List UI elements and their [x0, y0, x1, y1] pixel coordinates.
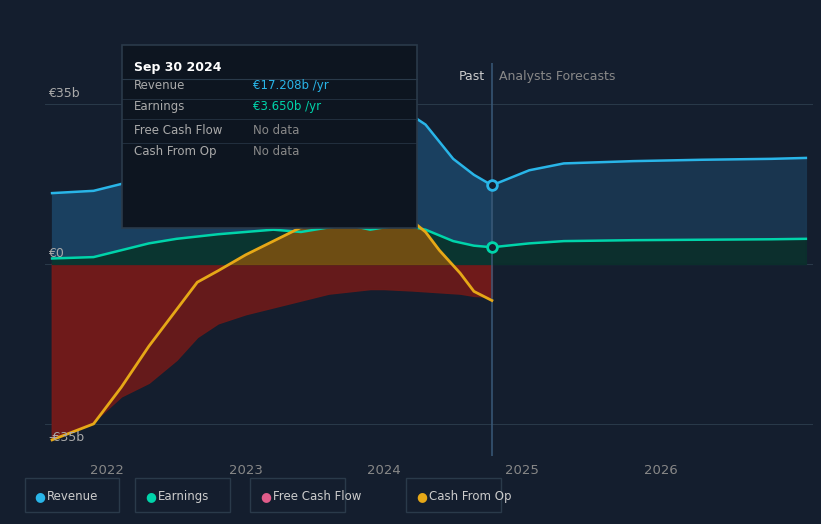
Text: Free Cash Flow: Free Cash Flow: [273, 490, 361, 503]
Text: Revenue: Revenue: [47, 490, 99, 503]
Text: Past: Past: [459, 70, 485, 83]
Text: €35b: €35b: [48, 88, 80, 101]
Text: ●: ●: [260, 490, 271, 503]
Text: ●: ●: [416, 490, 427, 503]
Text: ●: ●: [145, 490, 156, 503]
Text: Cash From Op: Cash From Op: [429, 490, 511, 503]
Text: -€35b: -€35b: [48, 431, 84, 444]
Text: ●: ●: [34, 490, 45, 503]
Text: Revenue: Revenue: [134, 79, 186, 92]
Text: Earnings: Earnings: [134, 100, 186, 113]
Text: €0: €0: [48, 247, 64, 260]
Text: No data: No data: [253, 124, 299, 137]
Text: Cash From Op: Cash From Op: [134, 145, 216, 158]
Text: Free Cash Flow: Free Cash Flow: [134, 124, 222, 137]
Text: €3.650b /yr: €3.650b /yr: [253, 100, 321, 113]
Text: Earnings: Earnings: [158, 490, 209, 503]
Text: Sep 30 2024: Sep 30 2024: [134, 61, 222, 74]
Text: No data: No data: [253, 145, 299, 158]
Text: €17.208b /yr: €17.208b /yr: [253, 79, 328, 92]
Text: Analysts Forecasts: Analysts Forecasts: [499, 70, 615, 83]
